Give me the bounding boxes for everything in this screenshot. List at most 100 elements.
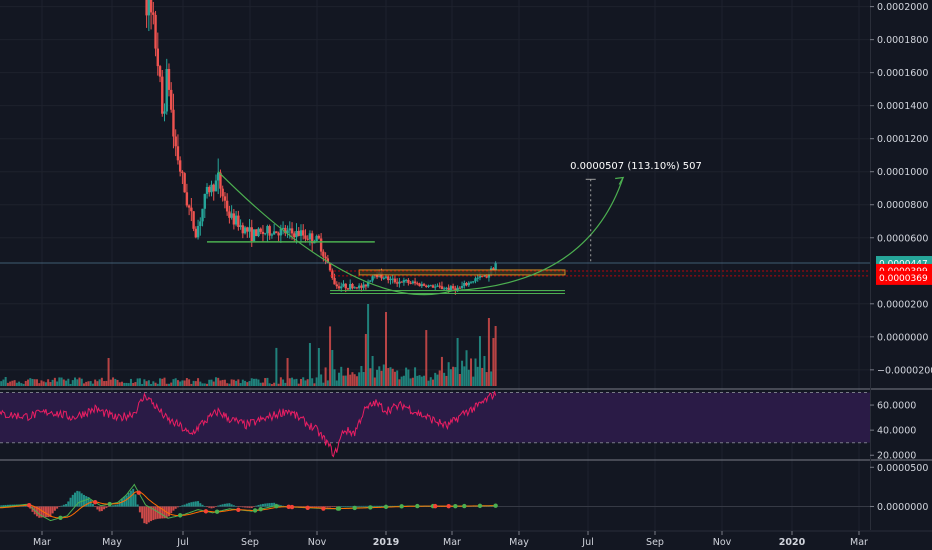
- volume-bar: [47, 379, 50, 386]
- time-axis[interactable]: Mar May Jul Sep Nov 2019 Mar May Jul Sep Nov 2020 Ma…: [33, 531, 868, 548]
- candle-body: [384, 276, 388, 278]
- candle-body: [438, 285, 441, 287]
- volume-bar: [145, 381, 148, 386]
- volume-bar: [82, 383, 85, 386]
- level-badge-1: [876, 270, 932, 285]
- volume-bar: [253, 378, 255, 386]
- price-tick-label: 0.0001800: [877, 35, 928, 46]
- price-tick-label: 0.0001600: [877, 68, 928, 79]
- macd-indicator: [0, 483, 870, 525]
- cup-curve-projection[interactable]: [217, 171, 624, 296]
- volume-bar: [472, 376, 475, 386]
- candle-body: [203, 193, 206, 209]
- resistance-zone[interactable]: [358, 269, 566, 276]
- macd-histogram-bar: [38, 506, 41, 518]
- volume-bar: [199, 381, 202, 386]
- candle-body: [239, 225, 242, 227]
- volume-bar: [329, 326, 332, 386]
- macd-histogram-bar: [2, 505, 5, 507]
- macd-cross-dot: [289, 504, 295, 510]
- volume-bar: [31, 378, 34, 386]
- volume-bar: [402, 375, 405, 386]
- macd-histogram-bar: [273, 502, 276, 507]
- volume-bar: [268, 383, 271, 386]
- candle-body: [158, 66, 162, 77]
- candle-body: [174, 136, 177, 147]
- volume-bar: [250, 378, 253, 386]
- candle-body: [328, 262, 332, 271]
- volume-bar: [192, 380, 195, 386]
- volume-bar: [456, 338, 459, 386]
- macd-histogram-bar: [145, 506, 148, 525]
- macd-histogram-bar: [378, 505, 381, 507]
- macd-histogram-bar: [259, 504, 262, 507]
- volume-bar: [351, 372, 354, 386]
- volume-bar: [295, 378, 298, 386]
- candle-body: [205, 186, 209, 194]
- candle-body: [167, 68, 171, 90]
- macd-histogram-bar: [194, 501, 197, 507]
- volume-bar: [483, 356, 486, 386]
- candle-body: [485, 275, 488, 278]
- macd-histogram-bar: [67, 501, 70, 507]
- macd-histogram-bar: [138, 506, 141, 513]
- volume-bar: [230, 379, 233, 386]
- volume-bar: [134, 382, 137, 386]
- candle-body: [185, 192, 189, 206]
- volume-bar: [273, 382, 276, 386]
- macd-cross-dot: [336, 506, 342, 511]
- candle-body: [337, 286, 341, 289]
- candle-body: [451, 286, 455, 289]
- macd-histogram-bar: [331, 506, 334, 507]
- volume-bar: [9, 381, 12, 386]
- volume-bar: [367, 304, 370, 386]
- candle-body: [295, 231, 298, 238]
- volume-bar: [56, 381, 59, 386]
- macd-histogram-bar: [217, 505, 220, 507]
- time-tick-label: 2020: [779, 537, 806, 548]
- candle-body: [425, 285, 428, 287]
- volume-bar: [284, 382, 287, 386]
- macd-histogram-bar: [56, 506, 59, 509]
- macd-histogram-bar: [382, 505, 385, 507]
- macd-histogram-bar: [156, 506, 159, 519]
- macd-histogram-bar: [490, 506, 493, 507]
- macd-histogram-bar: [311, 506, 314, 508]
- candle-body: [154, 14, 157, 49]
- macd-histogram-bar: [445, 506, 448, 507]
- drawing-tools[interactable]: 0.0000507 (113.10%) 507: [0, 161, 870, 296]
- macd-histogram-bar: [91, 503, 94, 507]
- volume-bar: [67, 378, 70, 386]
- macd-cross-dot: [177, 513, 183, 518]
- macd-histogram-bar: [232, 505, 235, 507]
- volume-bar: [248, 381, 251, 386]
- volume-bar: [418, 375, 421, 386]
- volume-bar: [40, 380, 43, 386]
- price-axis[interactable]: 0.0002000 0.0001800 0.0001600 0.0001400 0.00…: [870, 2, 932, 513]
- candle-body: [413, 281, 417, 284]
- volume-bar: [308, 343, 311, 386]
- volume-bar: [4, 377, 7, 386]
- volume-bar: [431, 379, 434, 386]
- volume-bar: [436, 374, 439, 386]
- macd-histogram-bar: [76, 490, 79, 507]
- macd-histogram-bar: [116, 504, 119, 507]
- candle-body: [393, 278, 397, 283]
- macd-histogram-bar: [85, 496, 88, 507]
- candle-body: [270, 234, 274, 236]
- volume-bar: [333, 369, 336, 386]
- candle-body: [277, 233, 280, 236]
- macd-histogram-bar: [127, 492, 130, 507]
- candle-body: [445, 287, 448, 289]
- macd-histogram-bar: [270, 502, 273, 507]
- volume-bar: [44, 382, 47, 386]
- macd-histogram-bar: [315, 506, 318, 508]
- volume-bars: [0, 304, 497, 386]
- volume-bar: [6, 382, 9, 386]
- macd-histogram-bar: [351, 505, 354, 507]
- volume-bar: [154, 382, 157, 386]
- volume-bar: [188, 379, 191, 386]
- candle-body: [228, 211, 231, 218]
- macd-histogram-bar: [230, 504, 233, 507]
